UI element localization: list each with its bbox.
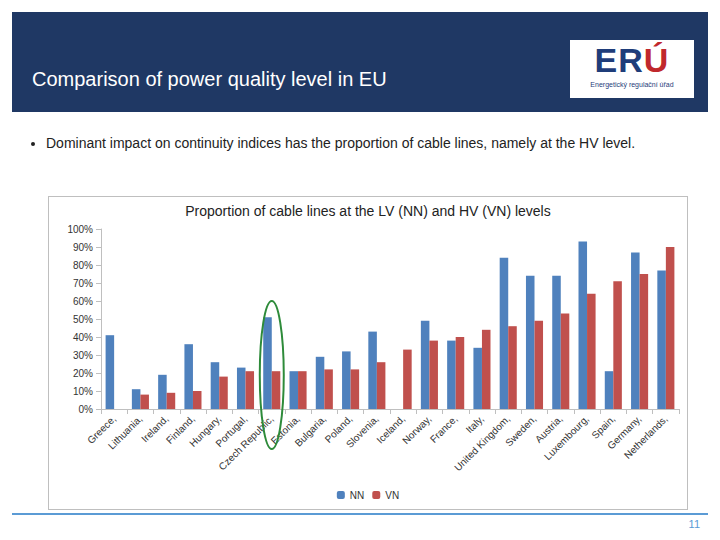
html-text:Energetický regulační úřad: Energetický regulační úřad xyxy=(590,81,674,88)
svg-text:Czech Republic,: Czech Republic, xyxy=(216,413,276,473)
html-text:Dominant impact on continuity: Dominant impact on continuity indices ha… xyxy=(46,135,636,151)
svg-text:Iceland,: Iceland, xyxy=(374,413,407,446)
svg-text:Poland,: Poland, xyxy=(322,413,355,445)
html-text:E R Ú: E R Ú xyxy=(594,41,670,79)
svg-text:France,: France, xyxy=(428,413,460,445)
svg-text:100%: 100% xyxy=(67,224,93,235)
svg-text:60%: 60% xyxy=(73,296,93,307)
svg-text:Portugal,: Portugal, xyxy=(213,413,250,450)
svg-text:Estonia,: Estonia, xyxy=(268,413,302,447)
svg-text:United Kingdom,: United Kingdom, xyxy=(452,413,512,473)
svg-text:Greece,: Greece, xyxy=(85,413,118,446)
svg-text:Austria,: Austria, xyxy=(532,413,565,445)
svg-text:Finland,: Finland, xyxy=(163,413,197,446)
svg-text:Spain,: Spain, xyxy=(589,413,618,441)
svg-text:Germany,: Germany, xyxy=(605,413,644,452)
svg-text:Slovenia,: Slovenia, xyxy=(344,413,381,450)
svg-text:Proportion of cable lines at t: Proportion of cable lines at the LV (NN)… xyxy=(185,203,550,219)
svg-text:Netherlands,: Netherlands, xyxy=(622,413,670,461)
svg-text:NN: NN xyxy=(350,490,364,501)
html-text:Comparison of power quality le: Comparison of power quality level in EU xyxy=(32,68,387,90)
svg-text:0%: 0% xyxy=(79,404,94,415)
svg-text:Italy,: Italy, xyxy=(464,413,486,435)
svg-text:Norway,: Norway, xyxy=(400,413,433,446)
svg-text:70%: 70% xyxy=(73,278,93,289)
svg-text:10%: 10% xyxy=(73,386,93,397)
svg-text:40%: 40% xyxy=(73,332,93,343)
svg-text:Hungary,: Hungary, xyxy=(187,413,224,449)
html-text:11: 11 xyxy=(688,518,700,530)
svg-text:20%: 20% xyxy=(73,368,93,379)
svg-text:Sweden,: Sweden, xyxy=(503,413,538,448)
svg-text:80%: 80% xyxy=(73,260,93,271)
svg-text:90%: 90% xyxy=(73,242,93,253)
svg-text:Lithuania,: Lithuania, xyxy=(106,413,144,451)
svg-text:30%: 30% xyxy=(73,350,93,361)
svg-text:Ireland,: Ireland, xyxy=(139,413,171,445)
svg-text:VN: VN xyxy=(385,490,399,501)
svg-text:Luxembourg,: Luxembourg, xyxy=(542,413,591,462)
svg-text:Bulgaria,: Bulgaria, xyxy=(293,413,329,449)
svg-text:50%: 50% xyxy=(73,314,93,325)
